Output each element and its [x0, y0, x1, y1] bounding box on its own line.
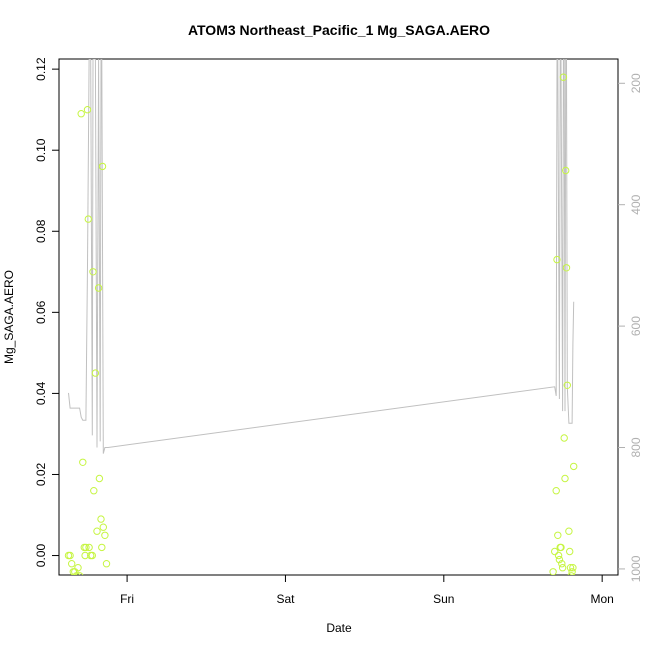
- data-point: [90, 487, 98, 495]
- data-point: [68, 560, 76, 568]
- data-point: [552, 487, 560, 495]
- y-axis-right: 200 400 600 800 1000: [618, 73, 643, 582]
- y-axis-title: Mg_SAGA.AERO: [2, 270, 16, 364]
- data-point: [89, 268, 97, 276]
- data-point: [565, 527, 573, 535]
- plot-frame: [58, 58, 619, 576]
- x-tick-label: Sun: [433, 592, 454, 606]
- y-tick-label: 0.10: [34, 138, 48, 162]
- data-point: [84, 215, 93, 223]
- y-tick-label: 0.06: [34, 300, 48, 324]
- data-point: [561, 474, 569, 483]
- data-point: [101, 531, 109, 539]
- y2-tick-label: 600: [629, 316, 643, 336]
- y-axis-left: 0.00 0.02 0.04 0.06 0.08 0.10 0.12: [34, 57, 59, 567]
- data-point: [102, 560, 111, 568]
- data-point: [98, 543, 106, 552]
- x-tick-label: Fri: [120, 592, 134, 606]
- data-point: [570, 462, 578, 471]
- data-point: [98, 162, 107, 171]
- y-tick-label: 0.04: [34, 381, 48, 405]
- data-point: [563, 381, 571, 389]
- data-point: [558, 560, 566, 568]
- data-point: [558, 564, 567, 572]
- data-point: [553, 255, 561, 264]
- y2-tick-label: 400: [629, 194, 643, 214]
- data-point: [94, 284, 103, 292]
- y2-tick-label: 800: [629, 437, 643, 457]
- data-point: [95, 474, 104, 483]
- data-point: [554, 531, 562, 539]
- data-point: [66, 551, 74, 560]
- data-point: [88, 551, 97, 560]
- y-tick-label: 0.02: [34, 462, 48, 486]
- data-point: [569, 564, 577, 572]
- data-point: [74, 564, 82, 572]
- data-point: [555, 555, 564, 564]
- data-point: [551, 547, 559, 556]
- data-point: [85, 543, 93, 552]
- pressure-line: [68, 59, 575, 454]
- data-point: [562, 264, 571, 272]
- data-point: [566, 564, 575, 572]
- data-point: [567, 572, 575, 575]
- data-point: [568, 568, 576, 575]
- y-tick-label: 0.12: [34, 57, 48, 81]
- data-point: [562, 166, 570, 175]
- data-point: [91, 369, 100, 377]
- y-tick-label: 0.00: [34, 544, 48, 568]
- data-point: [549, 568, 557, 575]
- data-point: [559, 73, 568, 81]
- y2-tick-label: 200: [629, 73, 643, 93]
- data-point: [83, 106, 92, 114]
- x-axis: Fri Sat Sun Mon: [120, 575, 614, 606]
- data-point: [82, 543, 90, 552]
- x-axis-title: Date: [326, 621, 352, 635]
- data-point: [560, 434, 568, 442]
- data-point: [99, 523, 108, 531]
- data-point: [554, 551, 563, 560]
- data-point: [93, 527, 101, 535]
- y-tick-label: 0.08: [34, 219, 48, 243]
- data-point: [77, 110, 85, 118]
- data-point: [75, 572, 84, 575]
- y2-tick-label: 1000: [629, 555, 643, 582]
- data-point: [557, 543, 565, 552]
- plot-area: [64, 59, 578, 575]
- data-point: [72, 572, 81, 575]
- chart-title: ATOM3 Northeast_Pacific_1 Mg_SAGA.AERO: [188, 22, 490, 38]
- data-point: [79, 458, 87, 466]
- x-tick-label: Mon: [590, 592, 613, 606]
- data-point: [566, 547, 574, 556]
- x-tick-label: Sat: [276, 592, 295, 606]
- data-point: [97, 515, 105, 523]
- data-point: [81, 551, 89, 560]
